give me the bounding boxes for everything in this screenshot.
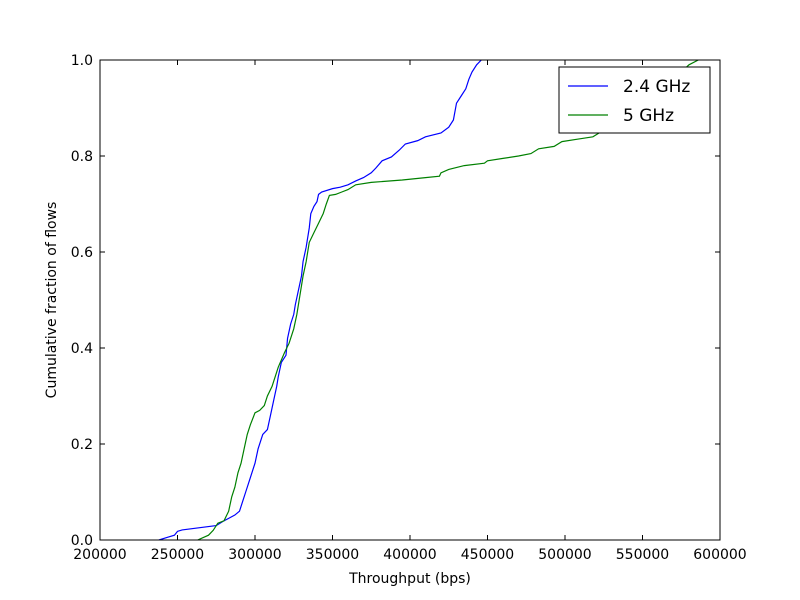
y-tick-label: 0.6: [71, 245, 93, 261]
x-tick-label: 350000: [306, 547, 359, 563]
series-layer: [158, 60, 699, 540]
x-tick-label: 500000: [538, 547, 591, 563]
x-tick-label: 300000: [228, 547, 281, 563]
x-tick-label: 550000: [616, 547, 669, 563]
legend-label-2-4-ghz: 2.4 GHz: [623, 77, 690, 97]
legend-box: [558, 66, 711, 134]
ticks-layer: 200000 250000 300000 350000 400000 450000 5000…: [71, 53, 747, 563]
x-tick-label: 600000: [693, 547, 746, 563]
x-tick-label: 450000: [461, 547, 514, 563]
x-tick-label: 250000: [151, 547, 204, 563]
x-tick-label: 200000: [73, 547, 126, 563]
y-tick-label: 0.8: [71, 149, 93, 165]
series-line-2-4-ghz: [158, 60, 482, 540]
y-tick-label: 0.4: [71, 341, 93, 357]
legend-label-5-ghz: 5 GHz: [623, 106, 674, 126]
y-tick-label: 1.0: [71, 53, 93, 69]
x-tick-label: 400000: [383, 547, 436, 563]
legend: 2.4 GHz 5 GHz: [558, 66, 711, 134]
y-tick-label: 0.0: [71, 533, 93, 549]
x-axis-label: Throughput (bps): [348, 571, 471, 587]
series-line-5-ghz: [197, 60, 699, 540]
y-axis-label: Cumulative fraction of flows: [44, 202, 60, 399]
y-tick-label: 0.2: [71, 437, 93, 453]
